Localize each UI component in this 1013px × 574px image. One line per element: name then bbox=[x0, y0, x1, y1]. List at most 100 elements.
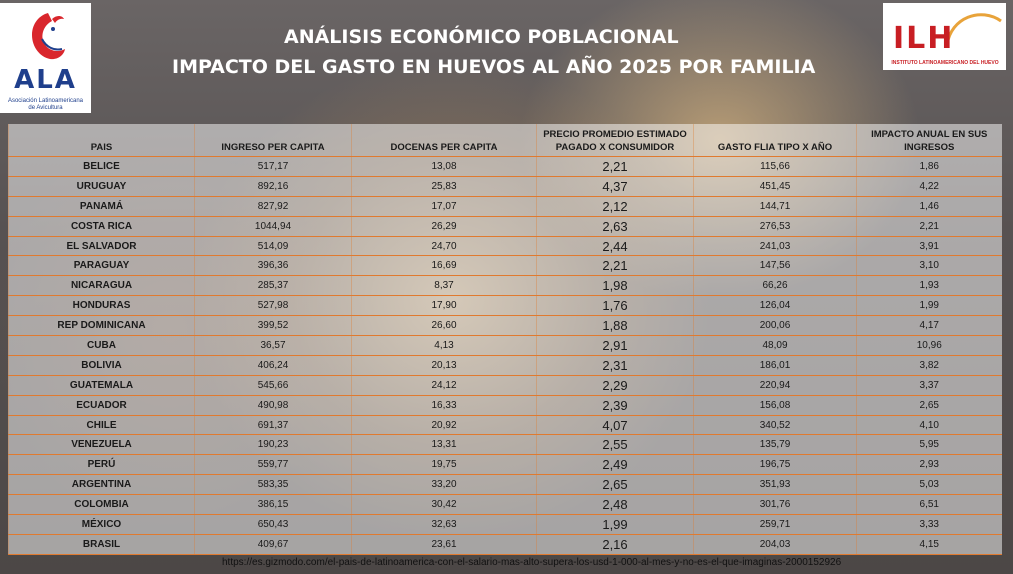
column-header-precio: PRECIO PROMEDIO ESTIMADO PAGADO X CONSUM… bbox=[536, 124, 694, 157]
cell-impacto: 2,21 bbox=[856, 216, 1002, 237]
cell-gasto: 147,56 bbox=[693, 255, 857, 277]
cell-docenas: 13,08 bbox=[351, 156, 537, 177]
cell-precio: 2,48 bbox=[536, 494, 694, 516]
ala-logo-subtitle: Asociación Latinoamericana de Avicultura bbox=[7, 98, 84, 111]
cell-docenas: 25,83 bbox=[351, 176, 537, 197]
cell-pais: EL SALVADOR bbox=[8, 236, 195, 257]
table-row: BOLIVIA 406,24 20,13 2,31 186,01 3,82 bbox=[8, 355, 1002, 376]
table-row: CHILE 691,37 20,92 4,07 340,52 4,10 bbox=[8, 415, 1002, 436]
table-row: PERÚ 559,77 19,75 2,49 196,75 2,93 bbox=[8, 454, 1002, 476]
cell-docenas: 24,12 bbox=[351, 375, 537, 396]
cell-precio: 1,88 bbox=[536, 315, 694, 337]
cell-docenas: 33,20 bbox=[351, 474, 537, 496]
cell-pais: REP DOMINICANA bbox=[8, 315, 195, 337]
cell-pais: VENEZUELA bbox=[8, 434, 195, 456]
ilh-logo-subtitle: INSTITUTO LATINOAMERICANO DEL HUEVO bbox=[891, 60, 999, 66]
cell-docenas: 17,07 bbox=[351, 196, 537, 217]
cell-precio: 2,44 bbox=[536, 236, 694, 257]
cell-docenas: 30,42 bbox=[351, 494, 537, 516]
cell-ingreso: 285,37 bbox=[194, 275, 352, 297]
cell-impacto: 4,10 bbox=[856, 415, 1002, 436]
cell-ingreso: 583,35 bbox=[194, 474, 352, 496]
cell-impacto: 1,99 bbox=[856, 295, 1002, 317]
cell-impacto: 1,93 bbox=[856, 275, 1002, 297]
cell-impacto: 4,22 bbox=[856, 176, 1002, 197]
cell-gasto: 259,71 bbox=[693, 514, 857, 535]
table-row: ECUADOR 490,98 16,33 2,39 156,08 2,65 bbox=[8, 395, 1002, 416]
cell-ingreso: 827,92 bbox=[194, 196, 352, 217]
cell-precio: 2,21 bbox=[536, 255, 694, 277]
cell-docenas: 17,90 bbox=[351, 295, 537, 317]
cell-impacto: 10,96 bbox=[856, 335, 1002, 356]
cell-ingreso: 514,09 bbox=[194, 236, 352, 257]
cell-pais: CHILE bbox=[8, 415, 195, 436]
table-row: COLOMBIA 386,15 30,42 2,48 301,76 6,51 bbox=[8, 494, 1002, 516]
cell-impacto: 3,10 bbox=[856, 255, 1002, 277]
cell-pais: GUATEMALA bbox=[8, 375, 195, 396]
cell-precio: 1,98 bbox=[536, 275, 694, 297]
cell-impacto: 3,91 bbox=[856, 236, 1002, 257]
cell-gasto: 196,75 bbox=[693, 454, 857, 476]
table-row: CUBA 36,57 4,13 2,91 48,09 10,96 bbox=[8, 335, 1002, 356]
cell-pais: PARAGUAY bbox=[8, 255, 195, 277]
cell-precio: 2,49 bbox=[536, 454, 694, 476]
cell-impacto: 5,95 bbox=[856, 434, 1002, 456]
cell-ingreso: 190,23 bbox=[194, 434, 352, 456]
cell-docenas: 32,63 bbox=[351, 514, 537, 535]
page-subtitle: IMPACTO DEL GASTO EN HUEVOS AL AÑO 2025 … bbox=[172, 56, 816, 78]
cell-precio: 2,21 bbox=[536, 156, 694, 177]
cell-precio: 2,29 bbox=[536, 375, 694, 396]
column-header-pais: PAIS bbox=[8, 124, 195, 157]
table-row: PARAGUAY 396,36 16,69 2,21 147,56 3,10 bbox=[8, 255, 1002, 277]
cell-impacto: 4,15 bbox=[856, 534, 1002, 555]
cell-pais: ARGENTINA bbox=[8, 474, 195, 496]
table-row: NICARAGUA 285,37 8,37 1,98 66,26 1,93 bbox=[8, 275, 1002, 297]
cell-docenas: 20,92 bbox=[351, 415, 537, 436]
ilh-logo: ILH INSTITUTO LATINOAMERICANO DEL HUEVO bbox=[883, 3, 1006, 70]
cell-pais: MÉXICO bbox=[8, 514, 195, 535]
cell-ingreso: 527,98 bbox=[194, 295, 352, 317]
cell-gasto: 220,94 bbox=[693, 375, 857, 396]
table-row: HONDURAS 527,98 17,90 1,76 126,04 1,99 bbox=[8, 295, 1002, 317]
cell-gasto: 115,66 bbox=[693, 156, 857, 177]
cell-gasto: 144,71 bbox=[693, 196, 857, 217]
cell-impacto: 1,46 bbox=[856, 196, 1002, 217]
cell-gasto: 301,76 bbox=[693, 494, 857, 516]
table-row: GUATEMALA 545,66 24,12 2,29 220,94 3,37 bbox=[8, 375, 1002, 396]
ilh-logo-text: ILH bbox=[893, 21, 955, 56]
cell-precio: 1,99 bbox=[536, 514, 694, 535]
cell-ingreso: 691,37 bbox=[194, 415, 352, 436]
cell-pais: COSTA RICA bbox=[8, 216, 195, 237]
cell-ingreso: 545,66 bbox=[194, 375, 352, 396]
ala-logo: ALA Asociación Latinoamericana de Avicul… bbox=[0, 3, 91, 113]
cell-impacto: 3,33 bbox=[856, 514, 1002, 535]
cell-gasto: 200,06 bbox=[693, 315, 857, 337]
cell-docenas: 13,31 bbox=[351, 434, 537, 456]
cell-ingreso: 1044,94 bbox=[194, 216, 352, 237]
cell-precio: 2,12 bbox=[536, 196, 694, 217]
table-row: PANAMÁ 827,92 17,07 2,12 144,71 1,46 bbox=[8, 196, 1002, 217]
cell-impacto: 2,93 bbox=[856, 454, 1002, 476]
table-row: COSTA RICA 1044,94 26,29 2,63 276,53 2,21 bbox=[8, 216, 1002, 237]
cell-ingreso: 399,52 bbox=[194, 315, 352, 337]
cell-ingreso: 386,15 bbox=[194, 494, 352, 516]
cell-ingreso: 892,16 bbox=[194, 176, 352, 197]
cell-docenas: 26,29 bbox=[351, 216, 537, 237]
cell-precio: 1,76 bbox=[536, 295, 694, 317]
cell-precio: 2,55 bbox=[536, 434, 694, 456]
cell-docenas: 4,13 bbox=[351, 335, 537, 356]
cell-gasto: 340,52 bbox=[693, 415, 857, 436]
cell-ingreso: 650,43 bbox=[194, 514, 352, 535]
cell-gasto: 451,45 bbox=[693, 176, 857, 197]
cell-impacto: 1,86 bbox=[856, 156, 1002, 177]
cell-docenas: 19,75 bbox=[351, 454, 537, 476]
column-header-gasto: GASTO FLIA TIPO X AÑO bbox=[693, 124, 857, 157]
cell-precio: 2,65 bbox=[536, 474, 694, 496]
cell-gasto: 186,01 bbox=[693, 355, 857, 376]
cell-impacto: 3,37 bbox=[856, 375, 1002, 396]
cell-precio: 2,63 bbox=[536, 216, 694, 237]
table-row: REP DOMINICANA 399,52 26,60 1,88 200,06 4,17 bbox=[8, 315, 1002, 337]
cell-ingreso: 559,77 bbox=[194, 454, 352, 476]
cell-gasto: 276,53 bbox=[693, 216, 857, 237]
cell-precio: 4,37 bbox=[536, 176, 694, 197]
